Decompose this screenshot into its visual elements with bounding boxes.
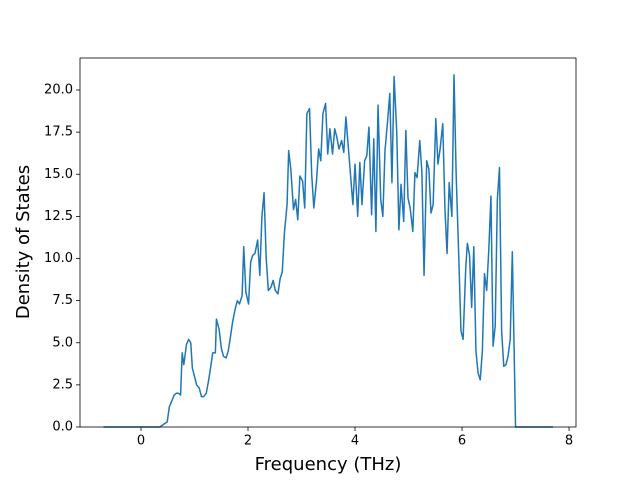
y-tick-label: 17.5: [44, 125, 73, 140]
x-tick-label: 4: [351, 434, 359, 449]
y-tick-label: 0.0: [52, 420, 73, 435]
plot-frame: [79, 57, 577, 428]
y-tick-label: 15.0: [44, 167, 73, 182]
x-tick-label: 0: [137, 434, 145, 449]
x-tick-label: 2: [244, 434, 252, 449]
y-axis-label: Density of States: [13, 165, 34, 319]
y-tick-label: 7.5: [52, 293, 73, 308]
x-tick-label: 6: [458, 434, 466, 449]
y-tick-label: 12.5: [44, 209, 73, 224]
x-axis-label: Frequency (THz): [255, 454, 402, 475]
y-tick-label: 20.0: [44, 83, 73, 98]
y-tick-label: 2.5: [52, 377, 73, 392]
data-line: [103, 74, 553, 428]
y-tick-label: 5.0: [52, 335, 73, 350]
x-tick-label: 8: [565, 434, 573, 449]
y-tick-label: 10.0: [44, 251, 73, 266]
